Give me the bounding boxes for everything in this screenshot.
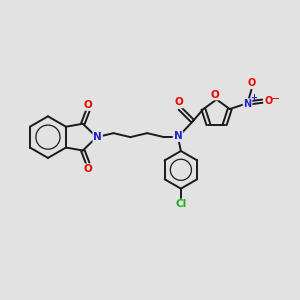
Text: O: O (83, 100, 92, 110)
Text: N: N (174, 131, 182, 141)
Text: +: + (250, 93, 257, 102)
Text: O: O (83, 164, 92, 174)
Text: N: N (244, 99, 252, 109)
Text: O: O (175, 98, 183, 107)
Text: O: O (210, 89, 219, 100)
Text: Cl: Cl (175, 200, 187, 209)
Text: O: O (264, 96, 272, 106)
Text: −: − (271, 94, 280, 104)
Text: N: N (93, 132, 102, 142)
Text: O: O (248, 78, 256, 88)
